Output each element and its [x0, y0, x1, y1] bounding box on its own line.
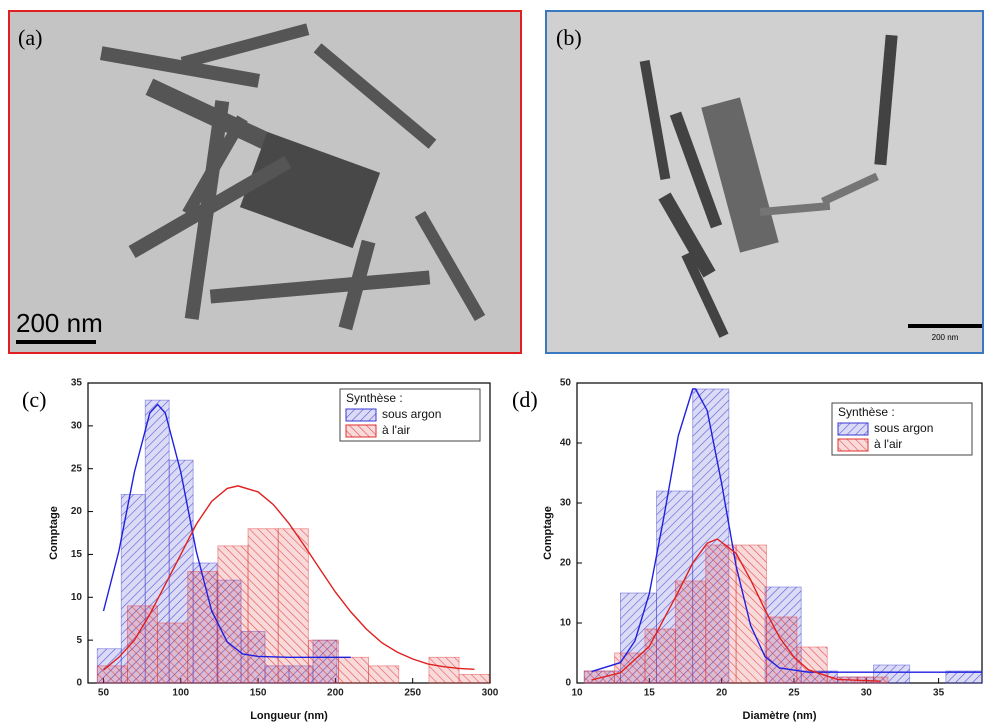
legend-swatch	[345, 424, 377, 438]
legend-swatch	[837, 438, 869, 452]
legend-label: sous argon	[874, 421, 933, 435]
histogram-bar	[277, 528, 309, 684]
histogram-bar	[766, 616, 798, 684]
fit-curve	[103, 485, 475, 671]
y-tick-label: 50	[560, 378, 572, 389]
histogram-bar	[307, 639, 339, 684]
y-axis-title: Comptage	[542, 506, 554, 560]
x-tick-label: 50	[98, 688, 110, 699]
legend-swatch	[345, 408, 377, 422]
histogram-bar	[796, 646, 828, 684]
panel-label: (c)	[22, 387, 46, 412]
fit-curve	[102, 403, 351, 658]
histogram-bar	[368, 665, 400, 684]
histogram-bar	[428, 656, 460, 684]
histogram-bar	[945, 670, 983, 684]
y-tick-label: 5	[76, 635, 82, 646]
histogram-bar	[157, 622, 189, 684]
x-tick-label: 25	[788, 688, 800, 699]
y-tick-label: 10	[71, 592, 83, 603]
fit-curve	[591, 538, 881, 682]
y-tick-label: 25	[71, 463, 83, 474]
legend-label: à l'air	[874, 437, 902, 451]
scale-bar-label: 200 nm	[16, 308, 103, 338]
x-tick-label: 10	[571, 688, 583, 699]
y-tick-label: 40	[560, 438, 572, 449]
x-tick-label: 100	[172, 688, 189, 699]
legend-title: Synthèse :	[838, 405, 895, 419]
histogram-bar	[338, 656, 370, 684]
x-tick-label: 300	[482, 688, 499, 699]
x-tick-label: 150	[250, 688, 267, 699]
scale-bar-label: 200 nm	[932, 333, 959, 342]
y-tick-label: 30	[71, 420, 83, 431]
x-tick-label: 30	[861, 688, 873, 699]
y-tick-label: 20	[71, 506, 83, 517]
legend-title: Synthèse :	[346, 391, 403, 405]
x-tick-label: 35	[933, 688, 945, 699]
legend-label: sous argon	[382, 407, 441, 421]
histogram-bar	[583, 670, 616, 684]
panel-label: (d)	[512, 387, 538, 412]
histogram-bar	[735, 544, 767, 684]
histogram-bar	[614, 652, 646, 684]
histogram-bar	[187, 571, 219, 684]
tem-image-b: (b) 200 nm	[545, 10, 984, 354]
histogram-bar	[127, 605, 158, 684]
fit-curve	[591, 388, 982, 673]
y-tick-label: 30	[560, 498, 572, 509]
histogram-bar	[96, 665, 128, 684]
x-axis-title: Longueur (nm)	[250, 710, 328, 722]
histogram-bar	[674, 580, 707, 684]
y-tick-label: 20	[560, 558, 572, 569]
x-tick-label: 250	[404, 688, 421, 699]
histogram-bar	[705, 544, 737, 684]
y-tick-label: 35	[71, 378, 83, 389]
x-tick-label: 15	[644, 688, 656, 699]
x-axis-title: Diamètre (nm)	[743, 710, 817, 722]
histogram-bar	[217, 545, 249, 684]
y-tick-label: 0	[565, 678, 571, 689]
histogram-bar	[458, 674, 490, 684]
y-tick-label: 10	[560, 618, 572, 629]
y-axis-title: Comptage	[48, 506, 60, 560]
histogram-bar	[644, 628, 676, 684]
x-tick-label: 20	[716, 688, 728, 699]
legend-swatch	[837, 422, 869, 436]
x-tick-label: 200	[327, 688, 344, 699]
histogram-bar	[247, 528, 279, 684]
panel-label: (a)	[18, 25, 42, 50]
y-tick-label: 0	[76, 678, 82, 689]
legend-label: à l'air	[382, 423, 410, 437]
panel-label: (b)	[556, 25, 582, 50]
y-tick-label: 15	[71, 549, 83, 560]
tem-image-a: (a) 200 nm	[8, 10, 522, 354]
